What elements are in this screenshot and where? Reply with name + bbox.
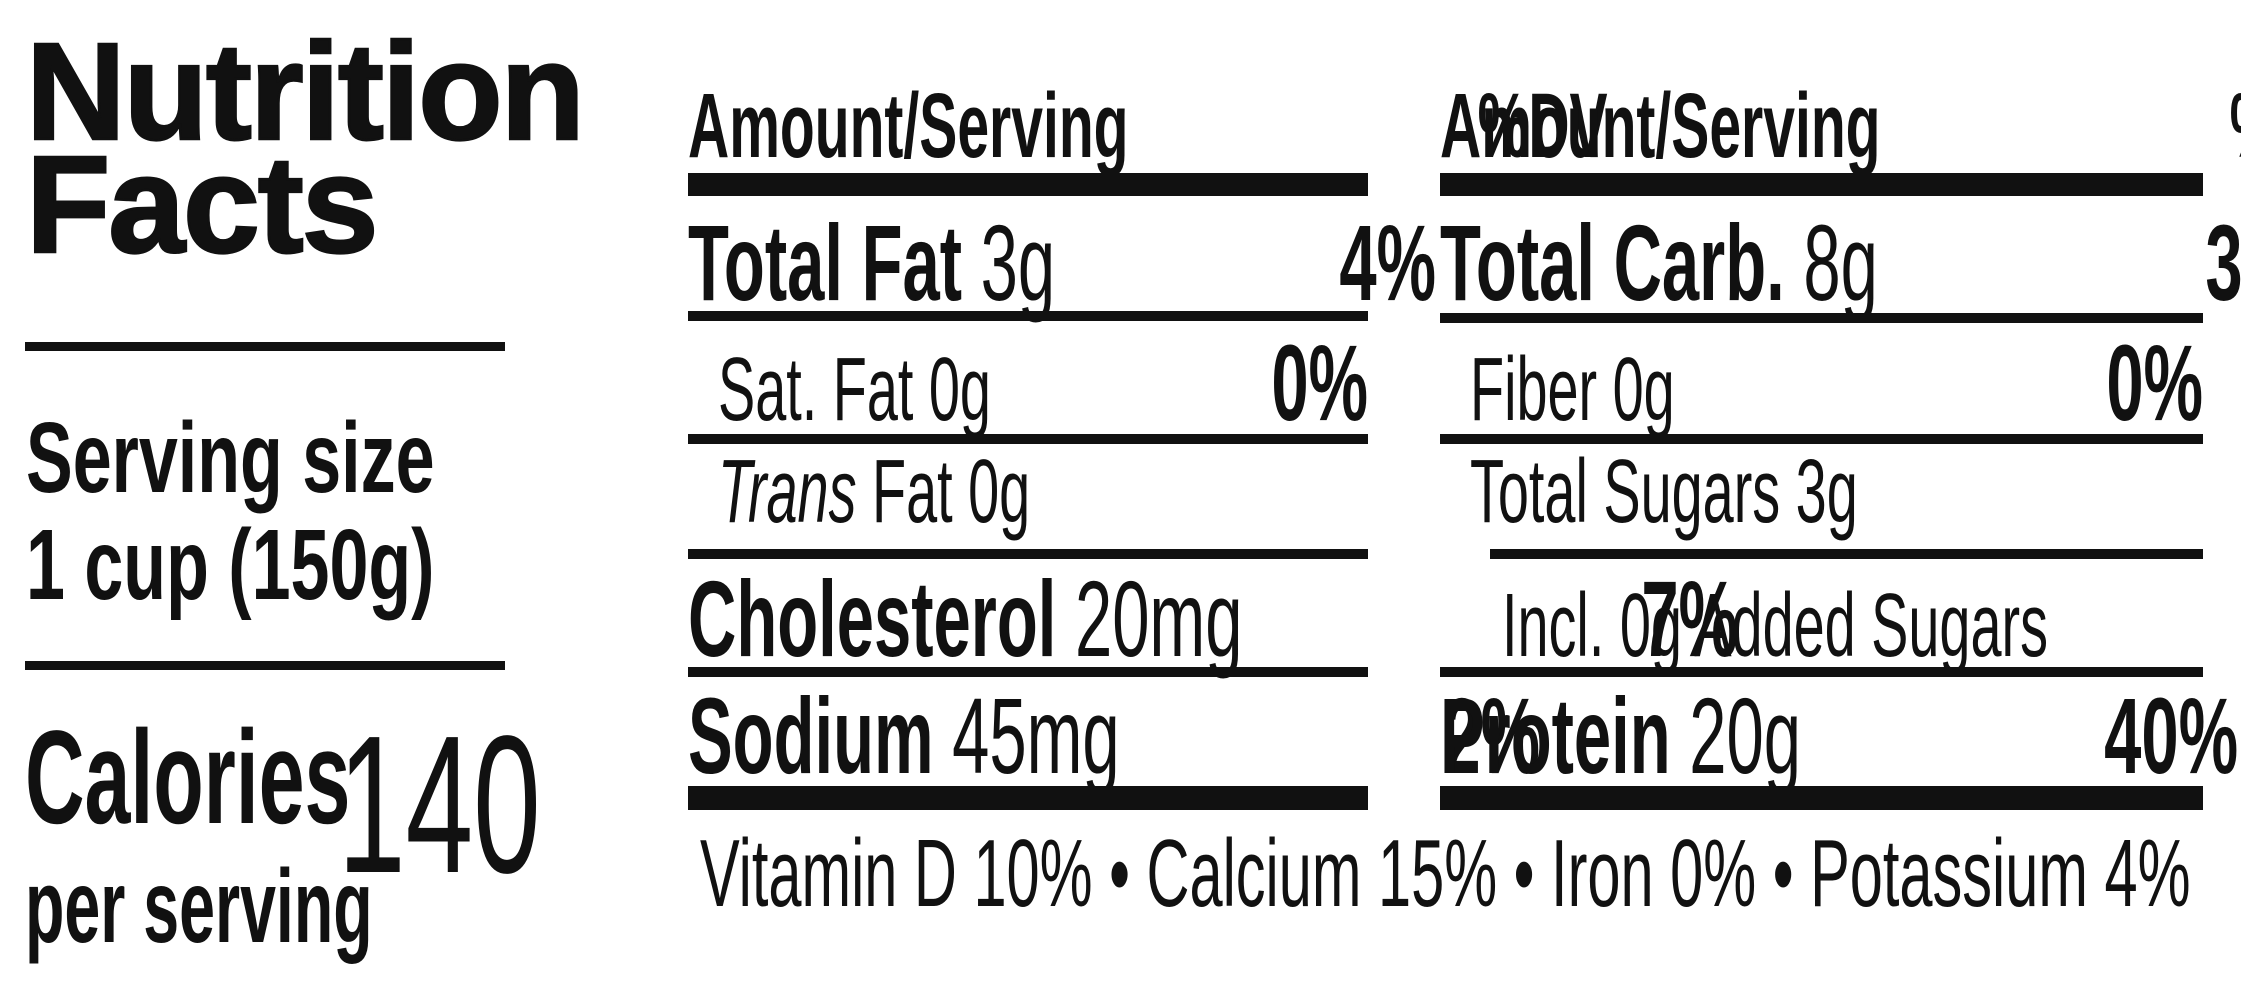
thick-divider xyxy=(1440,786,2203,810)
nutrient-row-sat-fat: Sat. Fat 0g 0% xyxy=(688,329,1368,437)
calories-value: 140 xyxy=(338,695,541,914)
amount-serving-header: Amount/Serving xyxy=(688,75,1129,177)
dv-value: 2% xyxy=(1443,675,1541,796)
nutrient-row-protein: Protein 20g 40% xyxy=(1440,682,2238,790)
nutrient-name: Fiber xyxy=(1470,340,1598,440)
hairline-divider xyxy=(1440,667,2203,677)
serving-size-label: Serving size xyxy=(26,402,435,514)
serving-size: Serving size 1 cup (150g) xyxy=(26,405,610,619)
hairline-divider xyxy=(1440,313,2203,323)
nutrient-amount: 3g xyxy=(1780,442,1858,542)
hairline-divider xyxy=(688,311,1368,321)
calories-row: Calories per serving xyxy=(25,704,586,965)
nutrient-amount: 20g xyxy=(1670,675,1801,796)
amount-serving-header: Amount/Serving xyxy=(1440,75,1881,177)
calories-label: Calories xyxy=(25,704,351,852)
nutrient-name: Sodium xyxy=(688,675,934,796)
dv-value: 0% xyxy=(2106,322,2203,443)
nutrient-name: Cholesterol xyxy=(688,558,1057,679)
nutrient-amount: 0g xyxy=(913,340,991,440)
nutrient-amount: 3g xyxy=(962,202,1056,323)
nutrient-name: Total Fat xyxy=(688,202,963,323)
title-line-2: Facts xyxy=(25,128,380,283)
nutrient-name: Sat. Fat xyxy=(718,340,914,440)
thick-divider xyxy=(688,173,1368,196)
nutrient-amount: 0g xyxy=(1597,340,1675,440)
hairline-divider xyxy=(688,667,1368,677)
nutrient-row-fiber: Fiber 0g 0% xyxy=(1440,329,2203,437)
nutrient-row-total-sugars: Total Sugars 3g xyxy=(1440,447,2203,547)
serving-size-value: 1 cup (150g) xyxy=(26,509,435,621)
hairline-divider xyxy=(1490,549,2203,559)
nutrient-row-trans-fat: Trans Fat 0g xyxy=(688,447,1368,547)
column-header: Amount/Serving %DV xyxy=(688,75,1608,177)
micronutrients-line: Vitamin D 10% • Calcium 15% • Iron 0% • … xyxy=(700,826,2241,922)
nutrient-amount: Fat 0g xyxy=(856,442,1031,542)
dv-value: 3% xyxy=(2205,202,2241,323)
nutrient-row-sodium: Sodium 45mg 2% xyxy=(688,682,1540,790)
hairline-divider xyxy=(688,434,1368,444)
thick-divider xyxy=(1440,173,2203,196)
divider xyxy=(25,661,505,670)
hairline-divider xyxy=(1440,434,2203,444)
nutrient-row-total-fat: Total Fat 3g 4% xyxy=(688,209,1436,317)
nutrient-row-total-carb: Total Carb. 8g 3% xyxy=(1440,209,2241,317)
thick-divider xyxy=(688,786,1368,810)
dv-header: %DV xyxy=(2230,80,2241,172)
hairline-divider xyxy=(688,549,1368,559)
divider xyxy=(25,342,505,351)
page-title: Nutrition Facts xyxy=(25,15,586,283)
nutrient-name: Trans xyxy=(718,442,857,542)
column-header: Amount/Serving %DV xyxy=(1440,75,2241,177)
nutrient-name: Total Carb. xyxy=(1440,202,1785,323)
nutrient-name: Total Sugars xyxy=(1470,442,1781,542)
nutrient-column-right: Amount/Serving %DV Total Carb. 8g 3% Fib… xyxy=(1440,0,2241,1000)
dv-header: %DV xyxy=(1478,75,1609,177)
dv-value: 4% xyxy=(1339,202,1437,323)
nutrient-amount: 20mg xyxy=(1056,558,1243,679)
calories-sublabel: per serving xyxy=(25,849,373,965)
nutrient-amount: 8g xyxy=(1784,202,1878,323)
dv-value: 40% xyxy=(2104,675,2239,796)
nutrient-name: Incl. 0g Added Sugars xyxy=(1502,576,2048,676)
nutrient-amount: 45mg xyxy=(933,675,1120,796)
nutrient-column-left: Amount/Serving %DV Total Fat 3g 4% Sat. … xyxy=(688,0,1738,1000)
title-line-1: Nutrition xyxy=(25,15,586,169)
nutrient-row-added-sugars: Incl. 0g Added Sugars 0% xyxy=(1440,565,2203,671)
nutrient-name: Protein xyxy=(1440,675,1671,796)
dv-value: 0% xyxy=(1271,322,1368,443)
dv-value: 7% xyxy=(1641,558,1739,679)
nutrient-row-cholesterol: Cholesterol 20mg 7% xyxy=(688,565,1738,673)
micronutrients-text: Vitamin D 10% • Calcium 15% • Iron 0% • … xyxy=(700,820,2191,927)
